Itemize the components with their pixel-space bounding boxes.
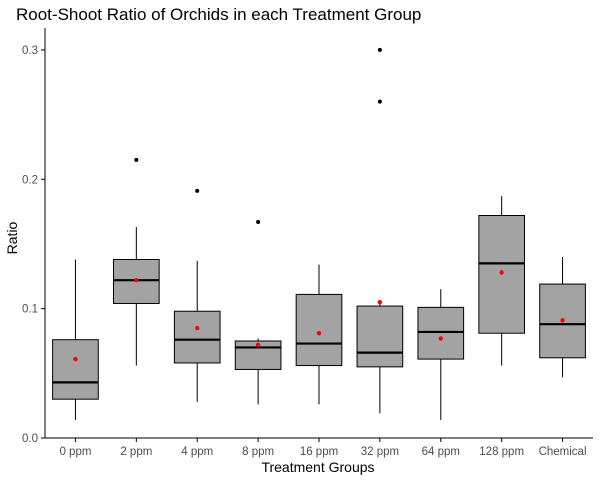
x-axis: 0 ppm 2 ppm 4 ppm 8 ppm 16 ppm 32 ppm 64 ppm 12… [59,438,587,458]
x-tick-label: 4 ppm [181,446,213,458]
outlier-point [377,47,382,52]
box-iqr [52,339,99,400]
mean-point [134,277,139,283]
box-group [478,196,526,366]
outlier-point [377,99,382,104]
mean-point [195,325,200,331]
x-tick-label: Chemical [539,446,587,458]
x-tick-label: 8 ppm [242,446,274,458]
y-tick-label: 0.0 [22,433,38,445]
box-iqr [295,293,343,367]
x-tick-label: 128 ppm [479,446,524,458]
box-group [417,289,465,420]
x-tick-label: 0 ppm [59,446,91,458]
y-tick-label: 0.3 [22,45,38,57]
box-group [295,264,343,405]
box-iqr [356,305,404,368]
outlier-point [195,188,200,193]
x-tick-label: 32 ppm [361,446,399,458]
box-group [52,259,99,420]
mean-point [377,299,383,305]
box-iqr [173,310,221,364]
boxes-layer [52,47,586,420]
box-group [356,47,404,414]
mean-point [316,331,322,336]
y-axis-title: Ratio [4,221,20,254]
outlier-point [256,219,261,224]
mean-point [255,342,261,348]
mean-point [560,318,565,323]
chart-title: Root-Shoot Ratio of Orchids in each Trea… [16,5,421,24]
x-tick-label: 64 ppm [422,446,460,458]
mean-point [438,336,443,341]
x-axis-title: Treatment Groups [261,459,374,475]
box-group [173,188,221,402]
outlier-point [134,157,139,162]
x-tick-label: 2 ppm [120,446,152,458]
y-tick-label: 0.2 [22,174,38,186]
mean-point [499,270,504,275]
box-group [539,256,586,378]
box-group [234,219,282,405]
x-tick-label: 16 ppm [300,446,338,458]
box-group [113,157,160,366]
box-iqr [417,306,465,360]
y-tick-label: 0.1 [22,304,38,316]
mean-point [73,356,78,362]
y-axis: 0.0 0.1 0.2 0.3 [22,45,45,445]
